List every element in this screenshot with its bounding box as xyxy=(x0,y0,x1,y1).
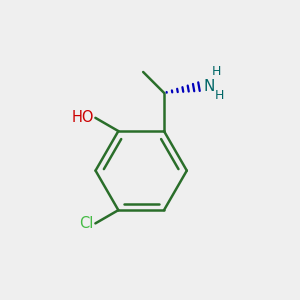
Text: H: H xyxy=(214,89,224,102)
Text: N: N xyxy=(203,79,214,94)
Text: H: H xyxy=(212,65,221,78)
Text: Cl: Cl xyxy=(80,216,94,231)
Text: HO: HO xyxy=(71,110,94,125)
